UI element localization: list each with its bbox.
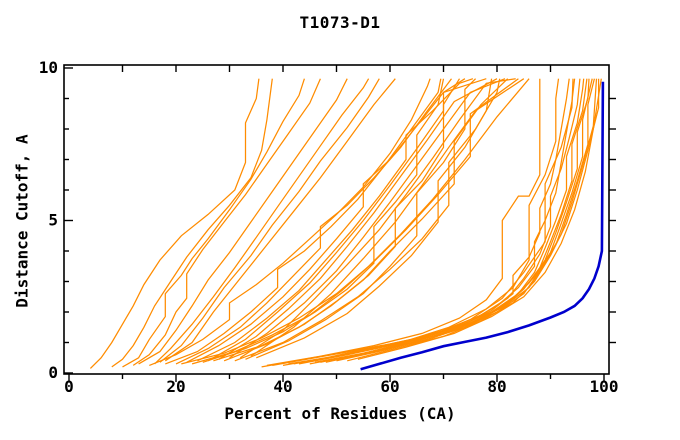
model-curve bbox=[197, 78, 474, 362]
model-curve bbox=[111, 78, 273, 368]
model-curve bbox=[149, 78, 431, 366]
model-curve bbox=[202, 78, 445, 363]
model-curve bbox=[213, 78, 509, 362]
x-tick-label: 40 bbox=[273, 377, 292, 396]
y-tick-label: 10 bbox=[39, 58, 58, 77]
model-curve bbox=[293, 78, 560, 365]
model-curve bbox=[245, 78, 477, 360]
highlighted-model-curve bbox=[360, 81, 605, 371]
model-curve bbox=[132, 78, 321, 366]
model-curve bbox=[234, 78, 501, 362]
model-curve bbox=[154, 78, 370, 365]
model-curve bbox=[159, 78, 380, 363]
x-tick-label: 20 bbox=[166, 377, 185, 396]
model-curve bbox=[336, 78, 598, 362]
model-curve bbox=[256, 78, 493, 359]
model-curve bbox=[165, 78, 442, 365]
model-curve bbox=[239, 78, 516, 359]
model-curve bbox=[261, 78, 570, 368]
chart-title: T1073-D1 bbox=[299, 13, 381, 32]
y-tick-label: 0 bbox=[48, 363, 58, 382]
x-tick-label: 80 bbox=[487, 377, 506, 396]
x-tick-label: 0 bbox=[64, 377, 74, 396]
model-curve bbox=[314, 78, 593, 363]
model-curve bbox=[320, 78, 574, 363]
y-tick-label: 5 bbox=[48, 211, 58, 230]
model-curve bbox=[357, 78, 602, 360]
model-curve bbox=[164, 78, 396, 362]
model-curve bbox=[122, 78, 305, 368]
model-curve bbox=[282, 78, 581, 367]
x-axis-label: Percent of Residues (CA) bbox=[224, 404, 456, 423]
model-curve bbox=[181, 78, 530, 365]
model-curve bbox=[138, 78, 348, 365]
model-curve bbox=[325, 78, 596, 363]
plot-border bbox=[63, 64, 610, 375]
model-curve bbox=[218, 78, 498, 360]
x-tick-label: 100 bbox=[590, 377, 619, 396]
model-curve bbox=[223, 78, 461, 362]
x-tick-label: 60 bbox=[380, 377, 399, 396]
model-curve bbox=[266, 78, 541, 367]
model-curve bbox=[229, 78, 506, 359]
model-curve bbox=[89, 78, 260, 369]
